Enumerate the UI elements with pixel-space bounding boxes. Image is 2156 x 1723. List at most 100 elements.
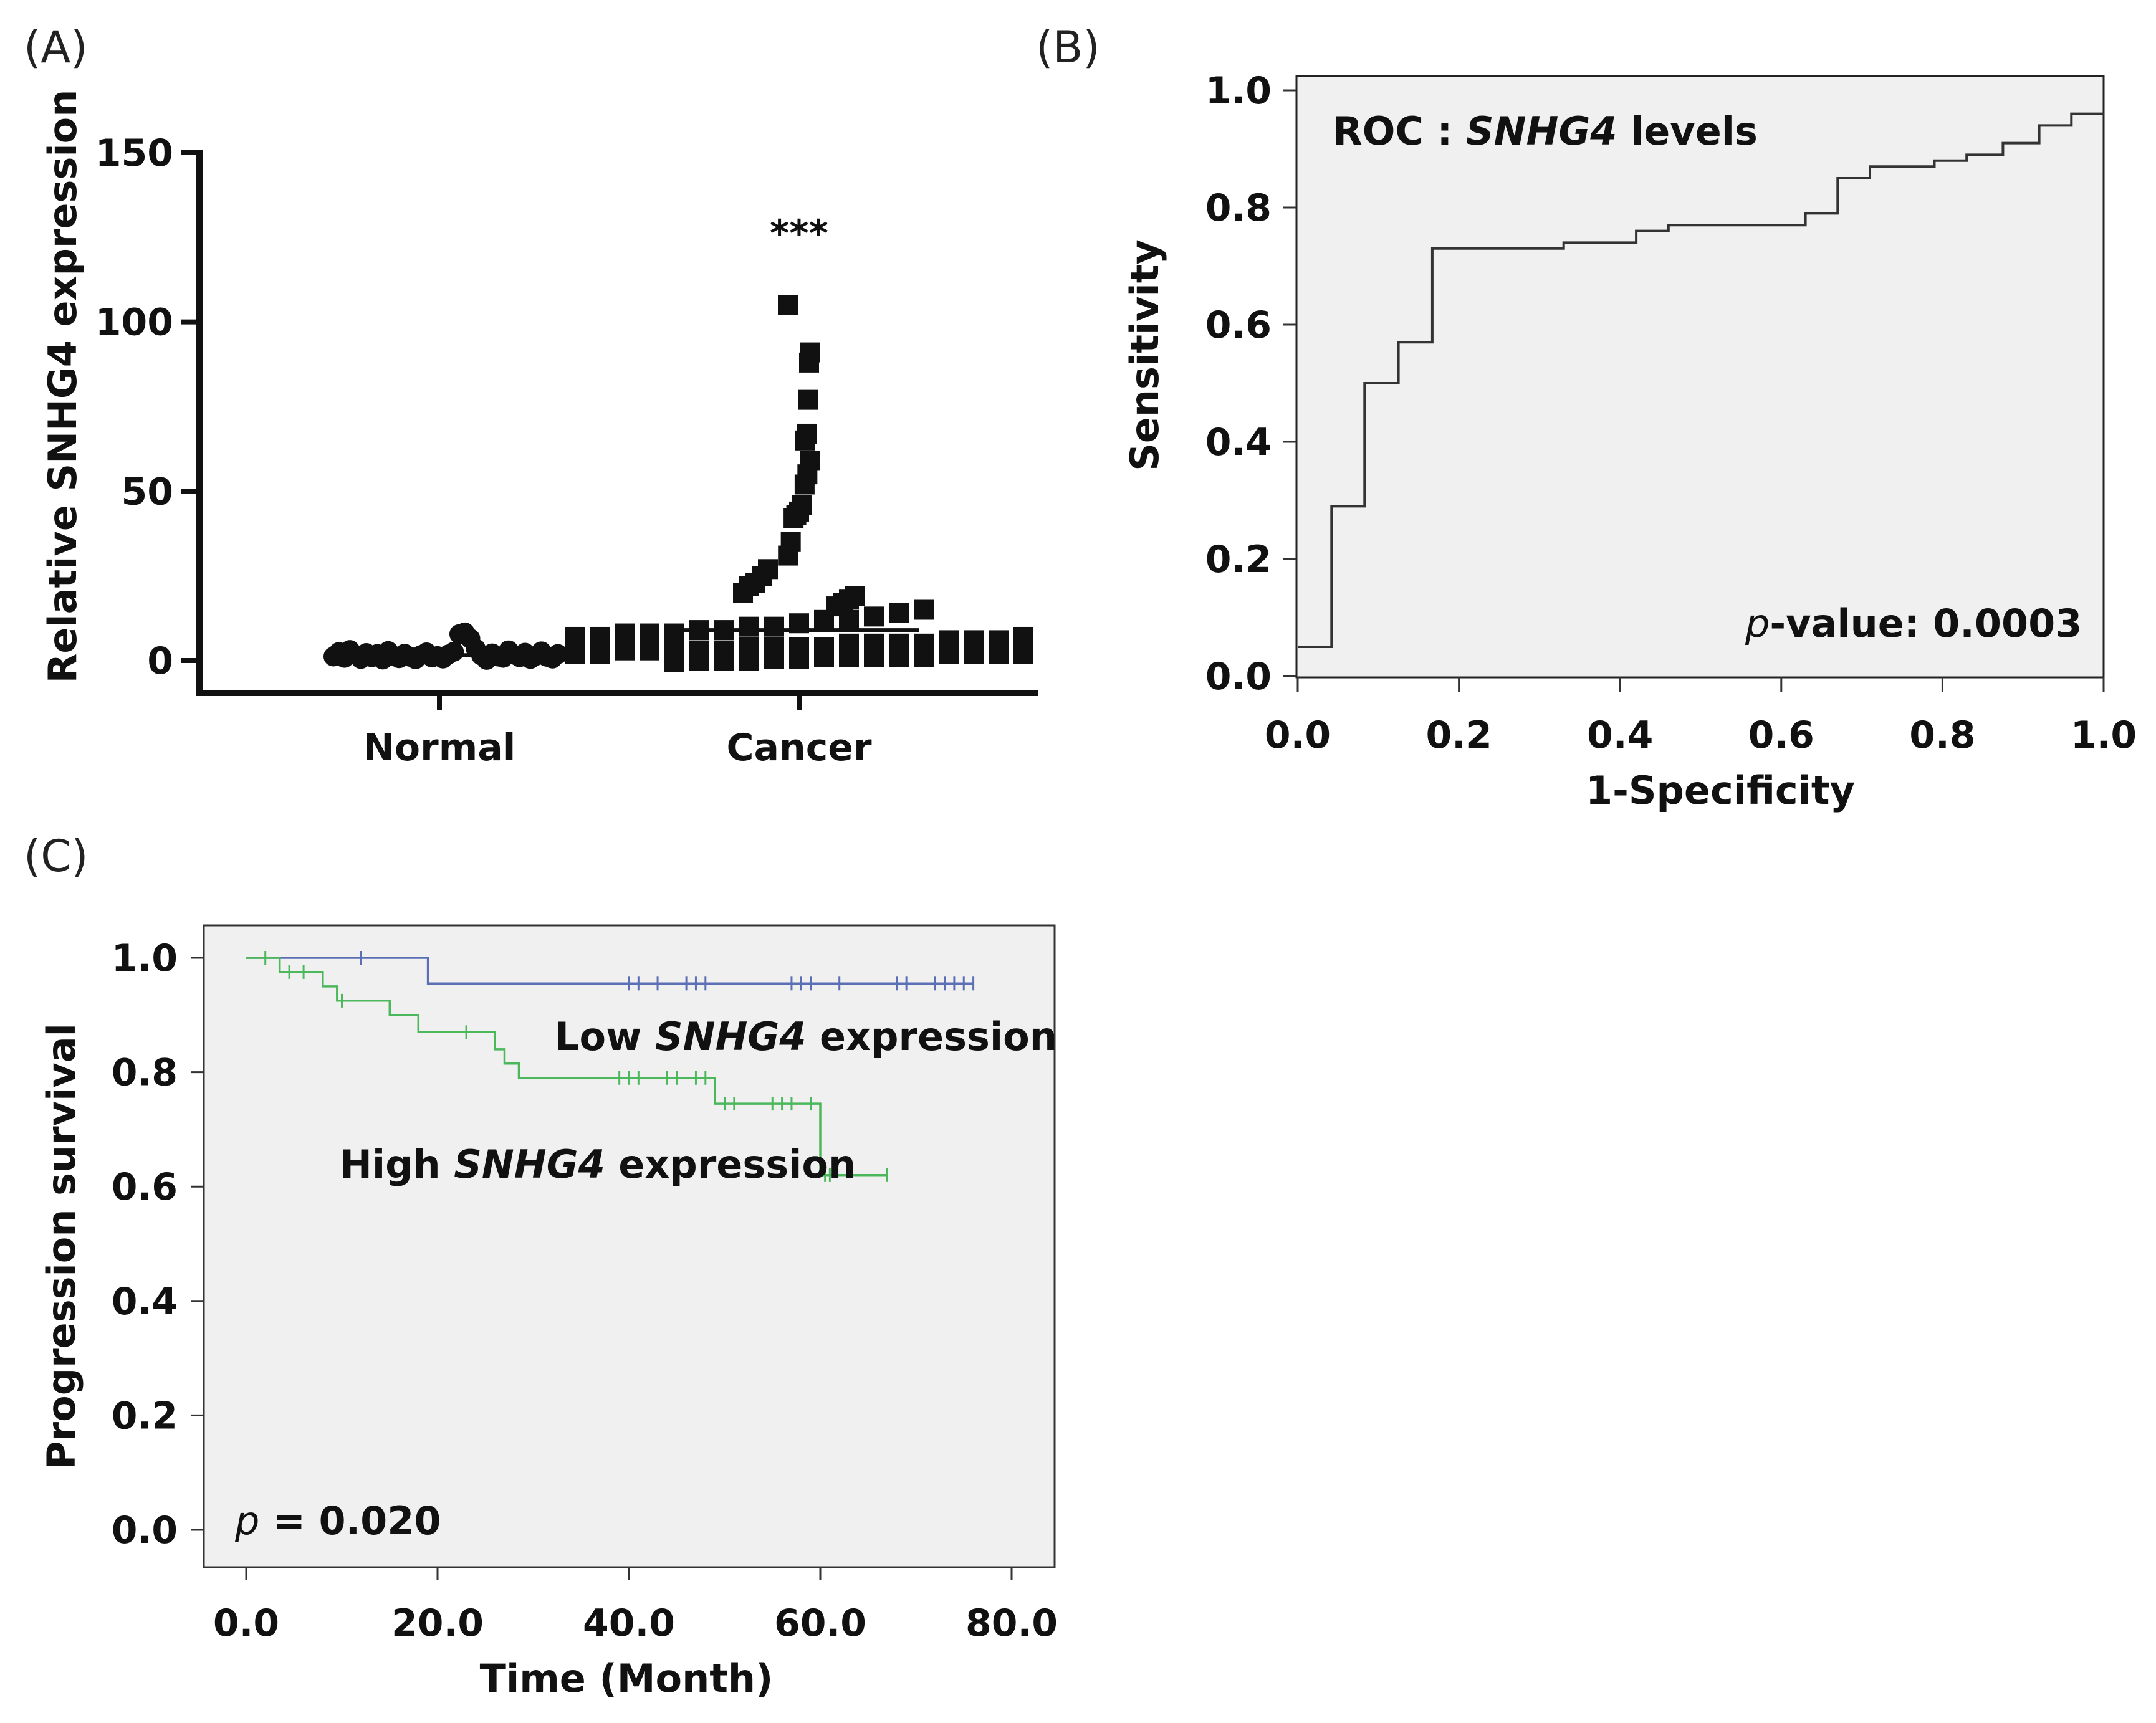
panel-c-x-axis-label: Time (Month) xyxy=(480,1656,774,1701)
cancer-point xyxy=(590,626,610,647)
panel-b-x-ticks: 0.0 0.2 0.4 0.6 0.8 1.0 xyxy=(1265,677,2137,757)
high-expression-label: High SNHG4 expression xyxy=(340,1142,856,1187)
panel-b-x-tick-label: 1.0 xyxy=(2071,714,2137,757)
panel-b-y-tick-label: 1.0 xyxy=(1205,69,1272,113)
panel-b-y-tick-label: 0.4 xyxy=(1205,421,1272,464)
cancer-point xyxy=(739,651,759,671)
cancer-point xyxy=(839,609,859,630)
normal-point xyxy=(444,641,464,662)
panel-a-significance: *** xyxy=(770,212,828,255)
cancer-point xyxy=(689,651,709,671)
panel-a-y-tick-label-150: 150 xyxy=(95,131,173,175)
cancer-point xyxy=(565,626,585,647)
cancer-point xyxy=(964,644,984,664)
cancer-point xyxy=(864,606,884,627)
panel-c-y-ticks: 0.0 0.2 0.4 0.6 0.8 1.0 xyxy=(112,937,204,1552)
panel-a-y-ticks: 0 50 100 150 xyxy=(95,131,199,683)
panel-b-y-tick-label: 0.6 xyxy=(1205,303,1272,347)
panel-c-y-tick-label: 1.0 xyxy=(112,937,178,980)
cancer-point xyxy=(795,430,815,451)
low-expression-curve xyxy=(246,957,974,985)
panel-b-y-tick-label: 0.0 xyxy=(1205,655,1272,699)
panel-a-y-tick-label-100: 100 xyxy=(95,301,173,345)
km-p-value: p = 0.020 xyxy=(234,1498,441,1544)
panel-b-x-tick-label: 0.0 xyxy=(1265,714,1331,757)
cancer-point xyxy=(778,295,798,315)
panel-c-x-tick-label: 60.0 xyxy=(774,1601,866,1645)
roc-title: ROC : SNHG4 levels xyxy=(1333,108,1758,154)
panel-a-x-tick-label-cancer: Cancer xyxy=(726,726,871,770)
cancer-point xyxy=(799,352,819,373)
panel-b-x-axis-label: 1-Specificity xyxy=(1586,768,1855,813)
panel-c-curves xyxy=(246,951,975,1182)
cancer-point xyxy=(764,649,784,669)
panel-b-letter: (B) xyxy=(1036,22,1100,73)
cancer-point xyxy=(733,583,753,603)
cancer-point xyxy=(914,599,934,620)
panel-c-y-tick-label: 0.0 xyxy=(112,1509,178,1552)
panel-a-y-tick-label-50: 50 xyxy=(122,470,174,513)
panel-c-y-tick-label: 0.4 xyxy=(112,1280,178,1324)
panel-c-x-tick-label: 20.0 xyxy=(391,1601,484,1645)
cancer-point xyxy=(814,609,834,630)
cancer-point xyxy=(939,644,959,664)
panel-b-x-tick-label: 0.2 xyxy=(1425,714,1492,757)
cancer-point xyxy=(664,623,684,644)
cancer-point xyxy=(664,652,684,672)
roc-curve xyxy=(1298,112,2104,648)
panel-b-y-ticks: 0.0 0.2 0.4 0.6 0.8 1.0 xyxy=(1205,69,1296,699)
cancer-point xyxy=(565,644,585,664)
cancer-point xyxy=(798,389,818,410)
cancer-point xyxy=(989,644,1009,664)
cancer-point xyxy=(789,649,809,669)
panel-c-x-tick-label: 0.0 xyxy=(213,1601,279,1645)
cancer-point xyxy=(794,474,815,495)
cancer-point xyxy=(864,647,884,667)
panel-a: (A) Relative SNHG4 expression 050100150 … xyxy=(24,22,1038,770)
panel-c-y-tick-label: 0.6 xyxy=(112,1165,178,1209)
cancer-point xyxy=(615,640,635,661)
cancer-point xyxy=(889,603,909,623)
panel-b-y-axis-label: Sensitivity xyxy=(1122,239,1167,471)
panel-c-y-tick-label: 0.2 xyxy=(112,1394,178,1438)
cancer-point xyxy=(739,616,759,637)
panel-c-x-ticks: 0.0 20.0 40.0 60.0 80.0 xyxy=(213,1567,1058,1645)
roc-p-value: p-value: 0.0003 xyxy=(1745,601,2082,646)
panel-b-x-tick-label: 0.6 xyxy=(1748,714,1814,757)
panel-b-y-tick-label: 0.2 xyxy=(1205,538,1272,581)
panel-c-x-tick-label: 80.0 xyxy=(965,1601,1058,1645)
cancer-point xyxy=(1013,644,1033,664)
cancer-point xyxy=(839,647,859,667)
normal-point xyxy=(548,644,568,664)
high-expression-curve xyxy=(246,957,888,1177)
panel-b-y-tick-label: 0.8 xyxy=(1205,186,1272,230)
cancer-point xyxy=(814,647,834,667)
panel-a-x-tick-label-normal: Normal xyxy=(363,726,516,770)
panel-c-plot-area xyxy=(203,924,1056,1568)
cancer-point xyxy=(640,640,659,661)
panel-c: (C) 0.0 0.2 0.4 0.6 0.8 1.0 0.0 20.0 40.0 60.0 80… xyxy=(24,831,1058,1701)
cancer-point xyxy=(640,623,659,644)
cancer-point xyxy=(889,647,909,667)
cancer-point xyxy=(615,623,635,644)
panel-c-y-axis-label: Progression survival xyxy=(39,1023,84,1469)
panel-a-points xyxy=(323,295,1033,672)
panel-a-y-tick-label-0: 0 xyxy=(147,639,173,683)
panel-a-y-axis-label: Relative SNHG4 expression xyxy=(40,90,85,684)
cancer-point xyxy=(590,644,610,664)
panel-c-x-tick-label: 40.0 xyxy=(583,1601,675,1645)
cancer-point xyxy=(764,616,784,637)
cancer-point xyxy=(778,545,798,566)
cancer-point xyxy=(1013,626,1033,647)
cancer-point xyxy=(783,508,804,528)
panel-c-letter: (C) xyxy=(24,831,89,882)
panel-b-plot-area xyxy=(1295,75,2105,679)
panel-c-y-tick-label: 0.8 xyxy=(112,1051,178,1095)
low-expression-label: Low SNHG4 expression xyxy=(555,1014,1057,1059)
panel-b: (B) 0.0 0.2 0.4 0.6 0.8 1.0 0.0 0.2 0.4 0.6 0.8 1.… xyxy=(1036,22,2137,813)
cancer-point xyxy=(914,647,934,667)
panel-a-letter: (A) xyxy=(24,22,88,73)
panel-b-x-tick-label: 0.4 xyxy=(1587,714,1653,757)
cancer-point xyxy=(714,651,734,671)
